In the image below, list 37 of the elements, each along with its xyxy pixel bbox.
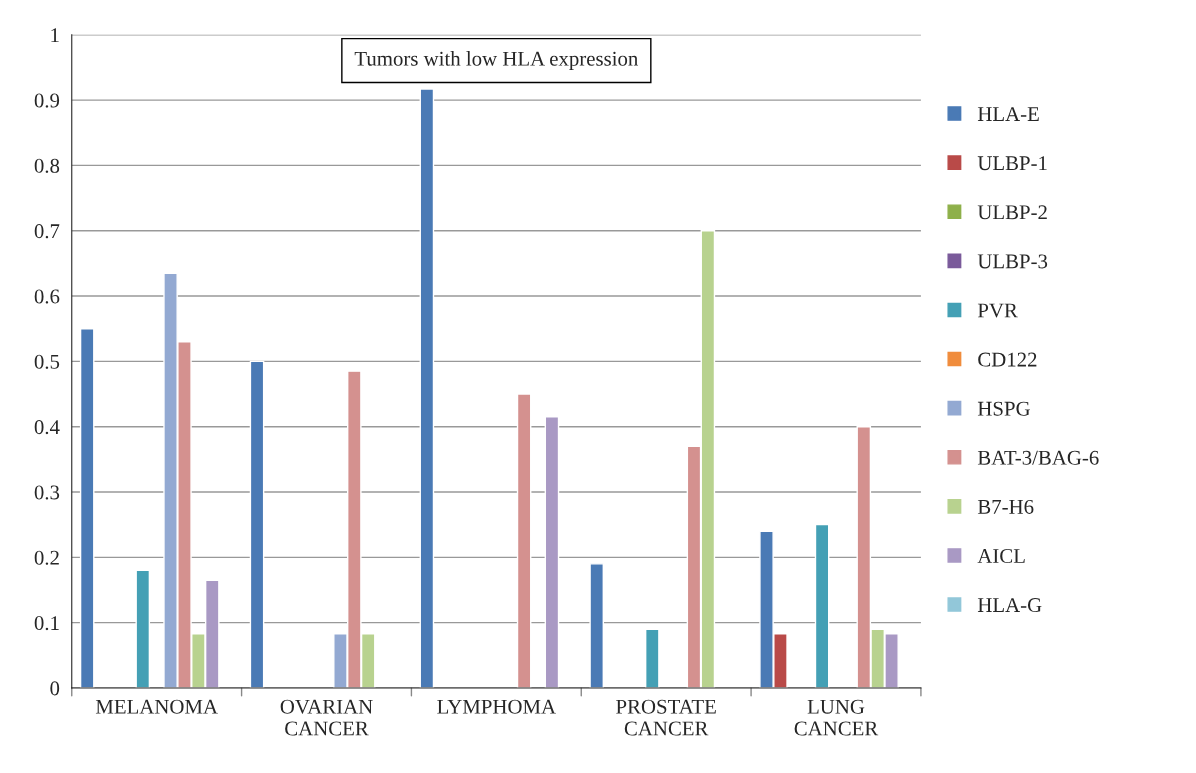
legend-label: B7-H6 xyxy=(977,499,1034,514)
legend-label: HSPG xyxy=(977,401,1030,416)
bar xyxy=(516,393,532,688)
legend-label: ULBP-1 xyxy=(977,156,1047,171)
x-tick-label: PROSTATE CANCER xyxy=(616,699,716,736)
legend-label: ULBP-2 xyxy=(977,205,1047,220)
bar xyxy=(589,563,604,688)
text: Tumors with low HLA expression xyxy=(354,51,639,71)
y-tick-label: 0.5 xyxy=(34,354,60,369)
legend-label: AICL xyxy=(977,549,1025,563)
bar xyxy=(135,569,151,688)
bar xyxy=(419,88,435,688)
y-tick-label: 0.7 xyxy=(34,224,60,239)
x-tick-label: LUNG CANCER xyxy=(794,699,879,736)
y-tick-label: 0 xyxy=(50,681,60,696)
legend-label: HLA-G xyxy=(977,598,1042,613)
y-tick-label: 0.3 xyxy=(34,485,60,500)
bar xyxy=(79,328,95,688)
y-tick-label: 0.2 xyxy=(34,550,59,565)
y-tick-label: 0.6 xyxy=(34,289,60,304)
y-tick-label: 0.4 xyxy=(34,420,60,435)
legend-label: CD122 xyxy=(978,352,1037,367)
legend-label: HLA-E xyxy=(977,107,1039,121)
bar xyxy=(814,523,830,688)
bar xyxy=(644,628,660,688)
bar xyxy=(249,360,265,688)
x-tick-label: OVARIAN CANCER xyxy=(280,699,373,736)
y-tick-label: 0.8 xyxy=(34,158,60,173)
y-tick-label: 0.9 xyxy=(34,93,60,108)
bar xyxy=(544,416,560,688)
y-tick-label: 1 xyxy=(51,28,59,43)
y-tick-label: 0.1 xyxy=(34,616,59,631)
legend-label: ULBP-3 xyxy=(977,254,1048,269)
legend-label: PVR xyxy=(977,303,1018,318)
x-tick-label: MELANOMA xyxy=(95,699,218,714)
x-tick-label: LYMPHOMA xyxy=(437,699,556,714)
legend-label: BAT-3/BAG-6 xyxy=(977,450,1099,465)
